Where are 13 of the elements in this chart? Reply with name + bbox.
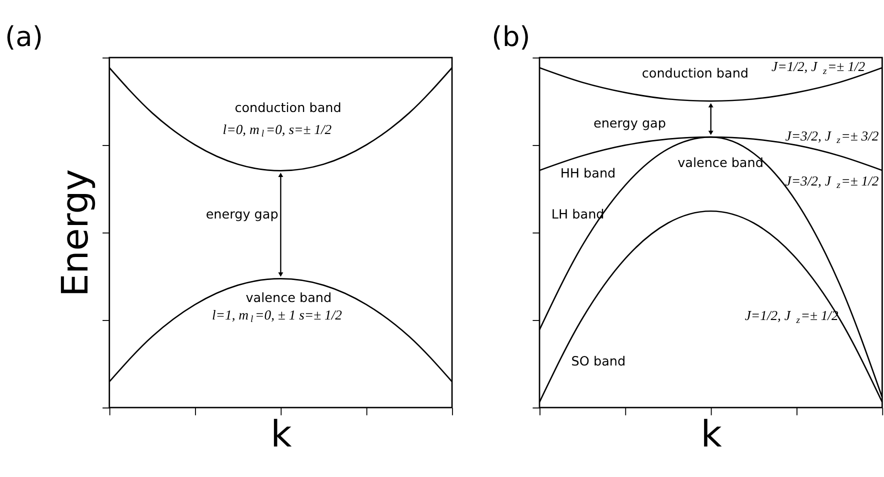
annotation: valence band xyxy=(246,290,332,306)
annotation: conduction band xyxy=(642,66,749,82)
annotation: valence band xyxy=(678,156,764,171)
y-axis-title: Energy xyxy=(53,169,96,297)
chart-title: (a) xyxy=(5,22,44,54)
annotation: HH band xyxy=(560,166,616,182)
annotation: energy gap xyxy=(206,207,278,222)
annotation: energy gap xyxy=(593,116,666,132)
annotation: SO band xyxy=(571,354,626,370)
x-axis-title: k xyxy=(270,412,292,456)
x-axis-title: k xyxy=(700,412,722,456)
annotation: conduction band xyxy=(234,100,342,116)
chart-title: (b) xyxy=(492,22,530,54)
